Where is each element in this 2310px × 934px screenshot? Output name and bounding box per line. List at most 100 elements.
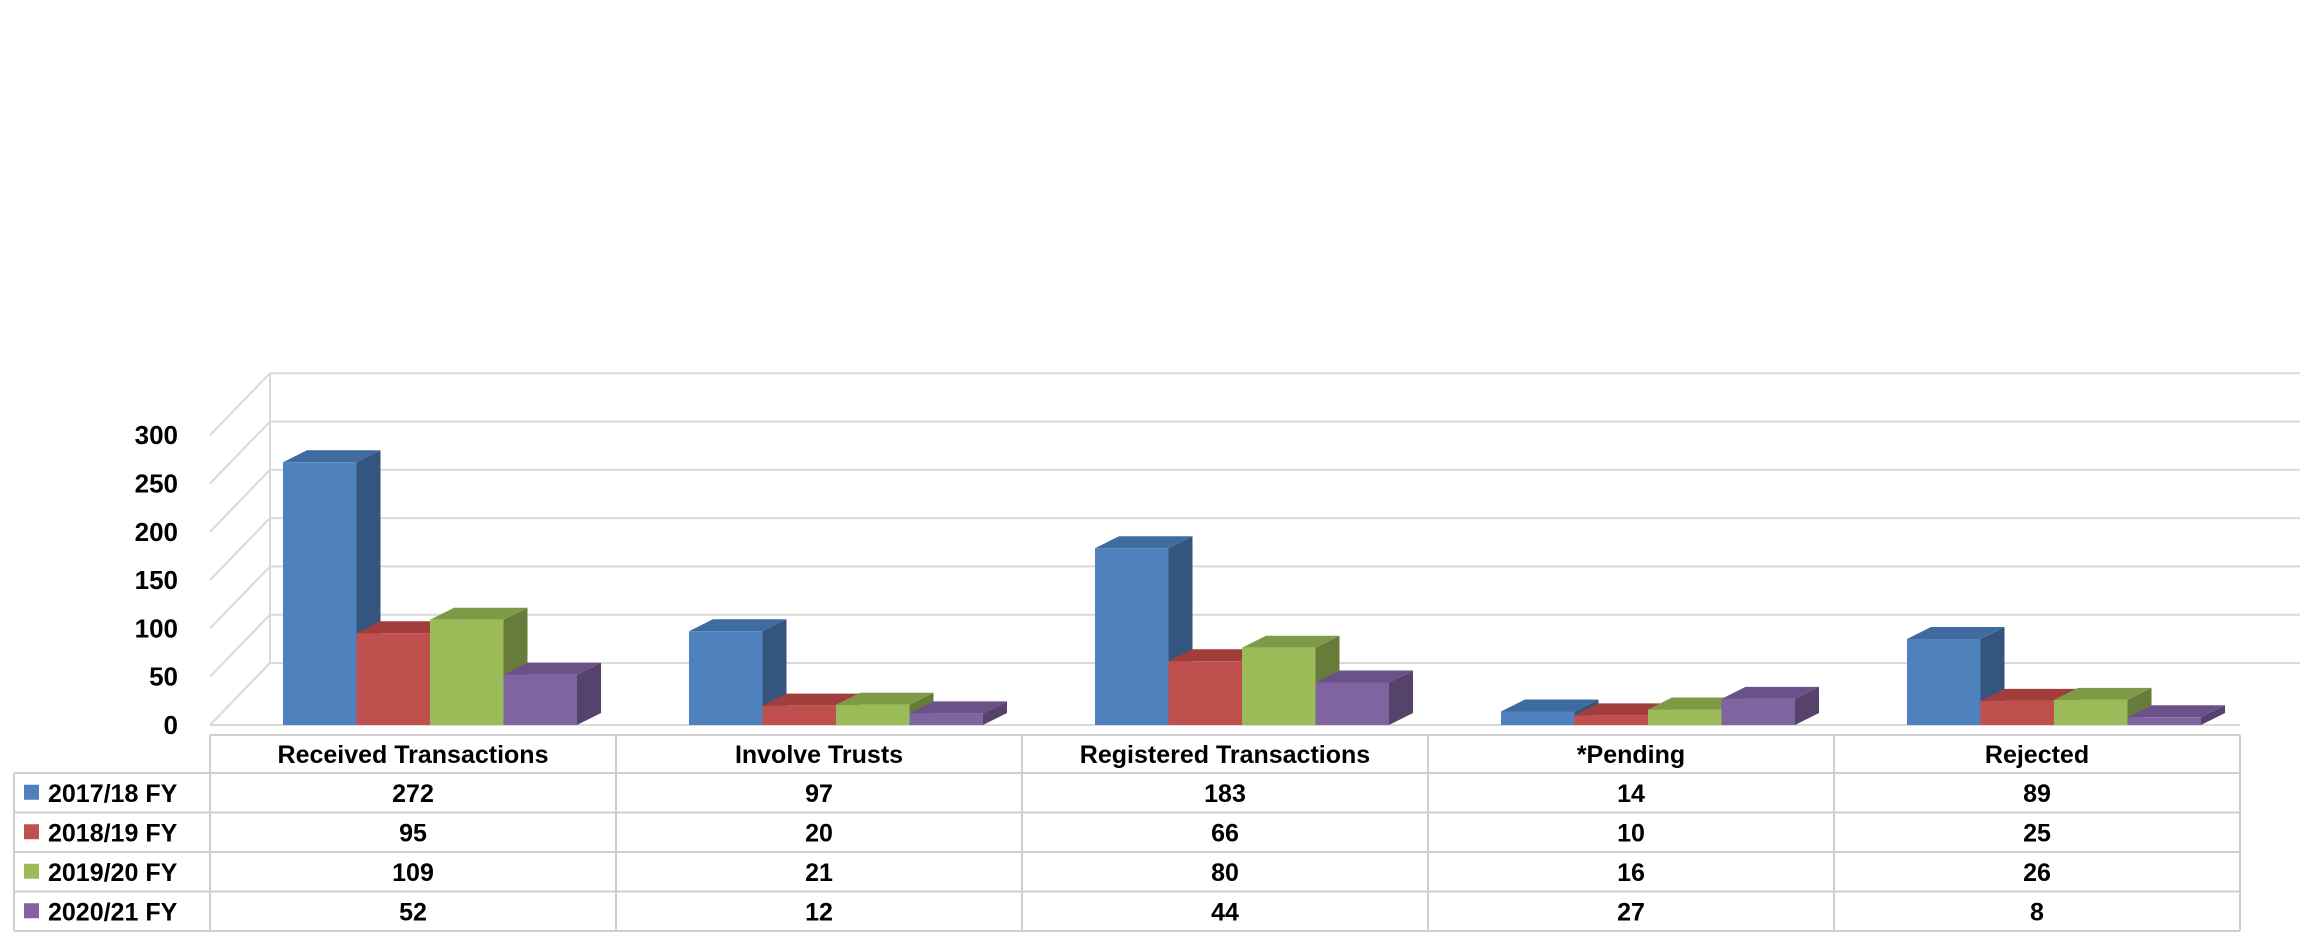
bar [836, 692, 934, 725]
data-table-value: 80 [1211, 859, 1239, 887]
data-table-value: 26 [2023, 859, 2051, 887]
bar-side-face [983, 701, 1007, 725]
bar-side-face [2201, 705, 2225, 725]
bar-front-face [2127, 717, 2201, 725]
bar-front-face [762, 705, 836, 725]
y-tick-label: 200 [135, 517, 178, 547]
data-table-value: 16 [1617, 859, 1645, 887]
bar-top-face [909, 701, 1007, 714]
bar-front-face [909, 713, 983, 725]
bar-front-face [1315, 682, 1389, 725]
bar [1721, 686, 1819, 725]
y-tick-label: 100 [135, 613, 178, 643]
bar-side-face [1795, 686, 1819, 725]
bar-top-face [689, 619, 787, 632]
bar-front-face [1907, 639, 1981, 725]
bar-top-face [503, 662, 601, 675]
bar-front-face [1168, 661, 1242, 725]
bar-top-face [2054, 687, 2152, 700]
data-table-value: 21 [805, 859, 833, 887]
gridline-side [209, 565, 271, 630]
bar-side-face [1389, 670, 1413, 725]
data-table-value: 20 [805, 819, 833, 847]
bar [689, 619, 787, 725]
bar-top-face [1095, 536, 1193, 549]
gridline-side [209, 372, 271, 436]
bar-front-face [836, 704, 910, 725]
bar-front-face [1501, 711, 1575, 725]
data-table-value: 272 [392, 780, 434, 808]
legend-series-name: 2017/18 FY [48, 780, 178, 808]
bar-top-face [1574, 703, 1672, 716]
bar-front-face [1721, 698, 1795, 725]
data-table-value: 14 [1617, 780, 1645, 808]
y-tick-label: 250 [135, 469, 178, 499]
bar-front-face [2054, 699, 2128, 725]
legend-swatch [24, 863, 39, 879]
data-table-value: 95 [399, 819, 427, 847]
y-tick-label: 0 [164, 710, 178, 740]
data-table-value: 10 [1617, 819, 1645, 847]
bar-front-face [283, 462, 357, 725]
bar-top-face [356, 621, 454, 634]
data-table-value: 183 [1204, 780, 1246, 808]
bar-front-face [1242, 647, 1316, 725]
bar-front-face [503, 674, 577, 725]
legend-swatch [24, 784, 39, 800]
data-table-value: 97 [805, 780, 833, 808]
bar-side-face [577, 662, 601, 725]
bar-front-face [356, 633, 430, 725]
bar-top-face [2127, 705, 2225, 718]
bar-front-face [1980, 700, 2054, 725]
gridline-side [209, 420, 271, 485]
legend-series-name: 2019/20 FY [48, 859, 178, 887]
bar-front-face [430, 619, 504, 725]
bar [2127, 705, 2225, 725]
bar-front-face [689, 631, 763, 725]
bar [909, 701, 1007, 725]
bar-top-face [1315, 670, 1413, 683]
bar-top-face [1648, 697, 1746, 710]
gridline-side [209, 469, 271, 533]
bar-front-face [1095, 548, 1169, 725]
data-table-value: 12 [805, 898, 833, 926]
legend-series-name: 2018/19 FY [48, 819, 178, 847]
data-table-value: 25 [2023, 819, 2051, 847]
bar-top-face [836, 692, 934, 705]
x-category-label: *Pending [1577, 741, 1685, 769]
gridline-side [209, 517, 271, 581]
bar-front-face [1648, 709, 1722, 725]
y-tick-label: 50 [149, 662, 178, 692]
bar-top-face [1980, 688, 2078, 701]
bar-top-face [1501, 699, 1599, 712]
data-table-value: 27 [1617, 898, 1645, 926]
bar-top-face [1721, 686, 1819, 699]
x-category-label: Registered Transactions [1080, 741, 1370, 769]
bar-top-face [1907, 627, 2005, 640]
data-table-value: 109 [392, 859, 434, 887]
bar-top-face [283, 450, 381, 463]
x-category-label: Received Transactions [278, 741, 549, 769]
bar [503, 662, 601, 725]
bar [1315, 670, 1413, 725]
data-table-value: 44 [1211, 898, 1239, 926]
bar-top-face [1168, 649, 1266, 662]
bar-front-face [1574, 715, 1648, 725]
legend-swatch [24, 824, 39, 840]
x-category-label: Involve Trusts [735, 741, 903, 769]
data-table-value: 52 [399, 898, 427, 926]
legend-series-name: 2020/21 FY [48, 898, 178, 926]
y-tick-label: 300 [135, 420, 178, 450]
gridline-side [209, 614, 271, 678]
bar-top-face [430, 607, 528, 620]
bar-top-face [762, 693, 860, 706]
gridline-side [209, 662, 271, 726]
data-table-value: 89 [2023, 780, 2051, 808]
bar-top-face [1242, 635, 1340, 648]
x-category-label: Rejected [1985, 741, 2089, 769]
legend-swatch [24, 903, 39, 919]
data-table-value: 66 [1211, 819, 1239, 847]
y-tick-label: 150 [135, 565, 178, 595]
